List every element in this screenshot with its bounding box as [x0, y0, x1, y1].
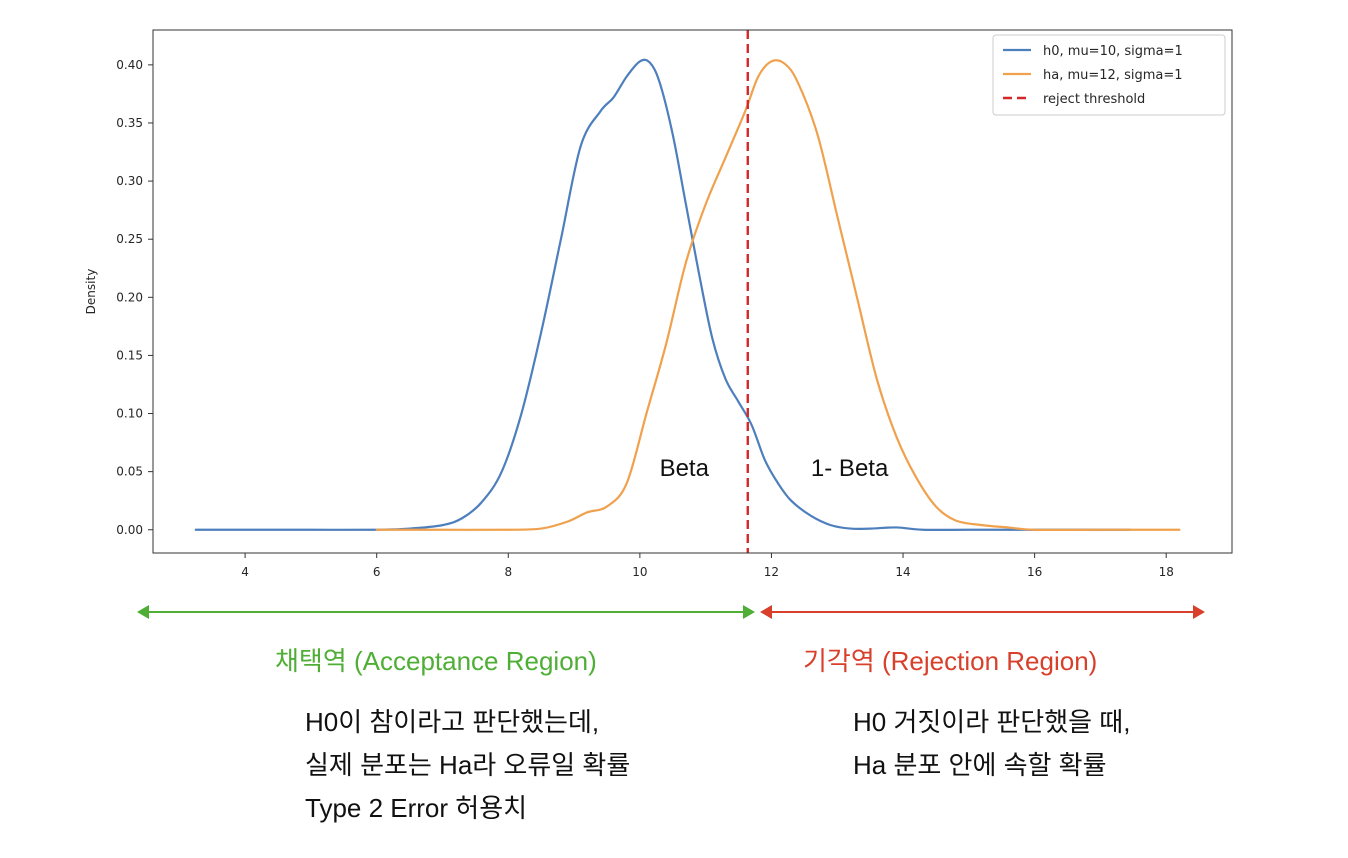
x-axis-ticks: 4 6 8 10 12 14 16 18 [241, 553, 1174, 579]
x-tick-label: 4 [241, 565, 249, 579]
x-tick-label: 12 [764, 565, 779, 579]
rejection-note: H0 거짓이라 판단했을 때, Ha 분포 안에 속할 확률 [853, 701, 1130, 787]
power-annotation: 1- Beta [811, 455, 889, 482]
series-line-1 [375, 59, 1181, 532]
acceptance-arrow [137, 605, 755, 619]
region-arrows [137, 605, 1205, 619]
acceptance-note-line-3: Type 2 Error 허용치 [305, 793, 528, 823]
legend-entry: ha, mu=12, sigma=1 [1043, 68, 1183, 83]
y-tick-label: 0.05 [116, 465, 143, 479]
y-tick-label: 0.20 [116, 290, 143, 304]
y-tick-label: 0.00 [116, 523, 143, 537]
legend-box [992, 34, 1226, 116]
y-tick-label: 0.25 [116, 232, 143, 246]
y-axis-ticks: 0.00 0.05 0.10 0.15 0.20 0.25 0.30 0.35 0.40 [116, 58, 153, 537]
acceptance-note-line-2: 실제 분포는 Ha라 오류일 확률 [305, 750, 631, 780]
y-tick-label: 0.30 [116, 174, 143, 188]
rejection-note-line-1: H0 거짓이라 판단했을 때, [853, 707, 1131, 737]
acceptance-region-label: 채택역 (Acceptance Region) [275, 646, 597, 676]
y-tick-label: 0.35 [116, 116, 143, 130]
plot-frame [152, 29, 1233, 554]
y-tick-label: 0.40 [116, 58, 143, 72]
x-tick-label: 10 [632, 565, 647, 579]
rejection-note-line-2: Ha 분포 안에 속할 확률 [853, 750, 1107, 780]
legend-entry: reject threshold [1043, 92, 1145, 107]
y-axis-label: Density [84, 269, 98, 315]
legend: h0, mu=10, sigma=1 ha, mu=12, sigma=1 reje… [992, 34, 1226, 116]
rejection-region-label: 기각역 (Rejection Region) [803, 646, 1098, 676]
y-tick-label: 0.15 [116, 348, 143, 362]
x-tick-label: 18 [1159, 565, 1174, 579]
density-chart: 4 6 8 10 12 14 16 18 0.00 0.05 0.10 0.15 0.20 0.25 0.3… [84, 29, 1233, 579]
beta-annotation: Beta [660, 455, 710, 482]
y-tick-label: 0.10 [116, 407, 143, 421]
series-line-0 [194, 58, 1132, 532]
rejection-arrow [760, 605, 1205, 619]
acceptance-note-line-1: H0이 참이라고 판단했는데, [305, 707, 600, 737]
acceptance-note: H0이 참이라고 판단했는데, 실제 분포는 Ha라 오류일 확률 Type 2… [305, 701, 630, 830]
x-tick-label: 6 [373, 565, 381, 579]
x-tick-label: 16 [1027, 565, 1042, 579]
x-tick-label: 8 [504, 565, 512, 579]
legend-entry: h0, mu=10, sigma=1 [1043, 44, 1183, 59]
x-tick-label: 14 [895, 565, 910, 579]
